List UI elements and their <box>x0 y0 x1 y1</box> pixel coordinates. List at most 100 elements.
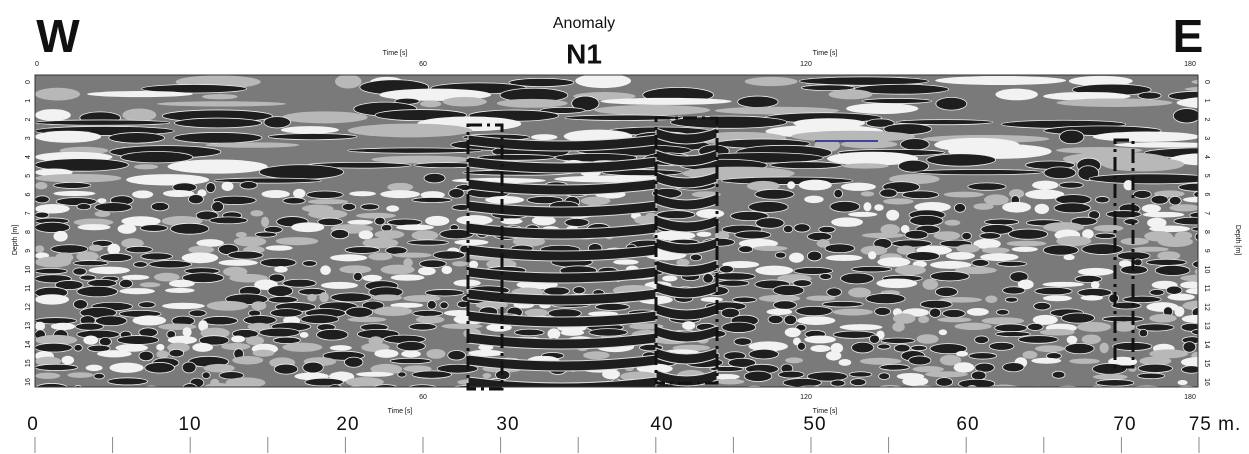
texture <box>929 308 940 317</box>
texture <box>514 329 544 336</box>
texture <box>89 267 130 274</box>
texture <box>933 231 960 240</box>
texture <box>997 261 1027 266</box>
texture <box>1192 329 1213 335</box>
texture <box>863 202 871 211</box>
texture <box>866 294 905 304</box>
texture <box>893 313 916 323</box>
texture <box>78 224 111 230</box>
distance-label: 20 <box>336 414 359 435</box>
texture <box>443 97 487 107</box>
texture <box>1146 259 1186 265</box>
texture <box>35 268 67 273</box>
texture <box>1149 314 1177 323</box>
texture <box>349 191 376 196</box>
texture <box>911 345 927 350</box>
texture <box>980 233 1001 240</box>
texture <box>601 98 732 105</box>
texture <box>240 182 257 190</box>
texture <box>228 251 263 259</box>
texture <box>954 323 991 330</box>
texture <box>73 300 87 310</box>
texture <box>820 273 832 279</box>
texture <box>401 350 421 357</box>
texture <box>250 210 263 216</box>
texture <box>361 204 379 210</box>
texture <box>375 217 385 225</box>
texture <box>420 260 447 268</box>
texture <box>246 336 264 345</box>
depth-label: 11 <box>1203 285 1210 292</box>
texture <box>134 262 148 268</box>
texture <box>452 261 468 266</box>
texture <box>966 385 979 394</box>
texture <box>35 294 69 304</box>
texture <box>589 329 628 337</box>
depth-label: 12 <box>25 303 32 311</box>
distance-label: 60 <box>956 414 979 435</box>
texture <box>703 273 713 283</box>
texture <box>1155 265 1190 275</box>
texture <box>86 365 103 371</box>
texture <box>749 202 789 213</box>
texture <box>895 265 926 275</box>
texture <box>739 246 753 253</box>
depth-label: 9 <box>1203 249 1210 253</box>
texture <box>755 266 793 276</box>
texture <box>497 99 568 108</box>
texture <box>602 369 620 379</box>
texture <box>291 222 324 232</box>
texture <box>100 254 132 262</box>
texture <box>95 203 132 212</box>
texture <box>1003 287 1025 294</box>
texture <box>381 265 415 275</box>
texture <box>701 297 723 302</box>
texture <box>119 288 155 294</box>
texture <box>583 351 610 359</box>
depth-label: 9 <box>25 249 32 253</box>
texture <box>770 162 842 169</box>
texture <box>825 244 855 253</box>
texture <box>1183 342 1196 353</box>
texture <box>347 317 386 322</box>
texture <box>1035 345 1065 352</box>
texture <box>390 358 431 363</box>
texture <box>822 301 863 307</box>
texture <box>35 131 101 143</box>
texture <box>985 219 1019 225</box>
depth-label: 2 <box>1203 118 1210 122</box>
texture <box>251 301 266 310</box>
texture <box>1006 241 1046 247</box>
distance-label: 70 <box>1113 414 1136 435</box>
texture <box>989 342 1014 350</box>
texture <box>905 230 928 239</box>
texture <box>1009 229 1048 239</box>
texture <box>799 180 832 191</box>
texture <box>902 377 928 387</box>
texture <box>1056 236 1091 246</box>
texture <box>77 203 91 209</box>
texture <box>139 351 153 361</box>
depth-title: Depth [m] <box>1234 225 1241 255</box>
texture <box>97 198 106 203</box>
texture <box>307 191 344 198</box>
texture <box>122 108 156 121</box>
texture <box>253 350 275 357</box>
texture <box>261 217 269 228</box>
texture <box>331 229 349 238</box>
texture <box>910 215 943 225</box>
depth-label: 8 <box>1203 230 1210 234</box>
depth-label: 12 <box>1203 303 1210 311</box>
texture <box>971 371 986 380</box>
texture <box>1114 142 1212 148</box>
texture <box>573 287 585 294</box>
texture <box>35 257 71 268</box>
texture <box>353 272 362 280</box>
texture <box>972 259 989 266</box>
texture <box>120 279 133 288</box>
texture <box>1032 181 1058 190</box>
texture <box>391 274 425 280</box>
texture <box>433 251 465 259</box>
distance-label: 10 <box>178 414 201 435</box>
texture <box>409 323 436 330</box>
